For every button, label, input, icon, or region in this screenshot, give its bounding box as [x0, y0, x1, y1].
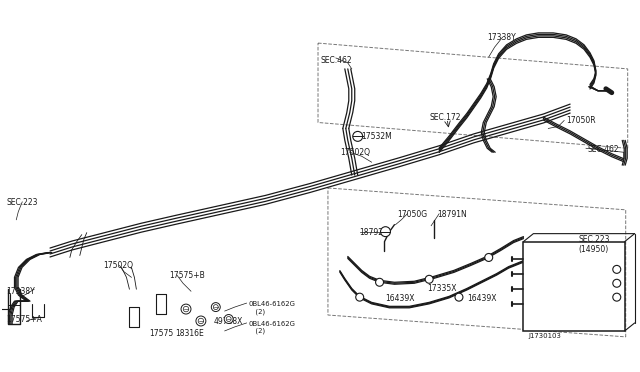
Text: 17335X: 17335X [427, 284, 457, 293]
Circle shape [381, 227, 390, 237]
Circle shape [224, 315, 233, 324]
Circle shape [211, 303, 220, 312]
Text: J1730103: J1730103 [529, 333, 561, 339]
Circle shape [612, 293, 621, 301]
Circle shape [376, 278, 383, 286]
Text: SEC.223: SEC.223 [6, 198, 38, 207]
Circle shape [356, 293, 364, 301]
Circle shape [455, 293, 463, 301]
Circle shape [353, 131, 363, 141]
Text: SEC.172: SEC.172 [429, 113, 461, 122]
Text: 18792E: 18792E [360, 228, 388, 237]
Text: 16439X: 16439X [385, 294, 415, 303]
Text: 17575: 17575 [149, 329, 173, 338]
Text: SEC.462: SEC.462 [588, 145, 620, 154]
Text: 17338Y: 17338Y [6, 287, 35, 296]
Circle shape [484, 253, 493, 262]
Text: 17338Y: 17338Y [487, 33, 515, 42]
Text: 49728X: 49728X [214, 317, 243, 326]
Circle shape [181, 304, 191, 314]
Text: 17502Q: 17502Q [340, 148, 370, 157]
Text: SEC.223
(14950): SEC.223 (14950) [578, 235, 609, 254]
Circle shape [196, 316, 206, 326]
Circle shape [612, 265, 621, 273]
Text: 18791N: 18791N [437, 210, 467, 219]
Circle shape [612, 279, 621, 287]
Text: 0BL46-6162G
   (2): 0BL46-6162G (2) [248, 321, 296, 334]
Text: 17050R: 17050R [566, 116, 596, 125]
Text: SEC.462: SEC.462 [320, 56, 351, 65]
Text: 17575+A: 17575+A [6, 315, 42, 324]
Text: 17575+B: 17575+B [169, 271, 205, 280]
Bar [524, 241, 625, 331]
Text: 17502Q: 17502Q [104, 262, 134, 270]
Circle shape [425, 275, 433, 283]
Text: 16439X: 16439X [467, 294, 497, 303]
Text: 0BL46-6162G
   (2): 0BL46-6162G (2) [248, 301, 296, 315]
Text: 18316E: 18316E [175, 329, 204, 338]
Text: 17050G: 17050G [397, 210, 428, 219]
Text: 17532M: 17532M [362, 132, 392, 141]
